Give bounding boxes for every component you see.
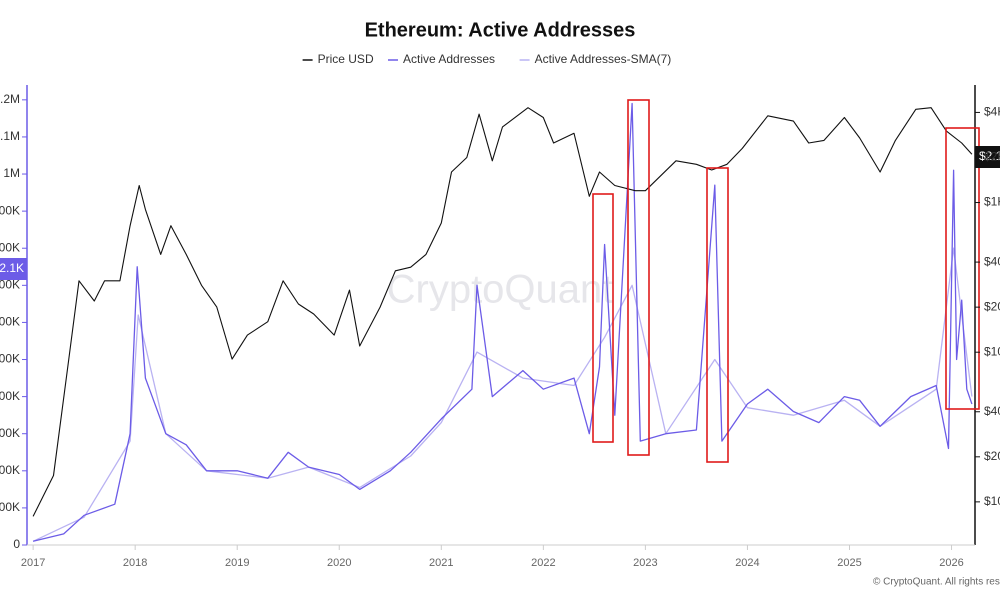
left-marker-box	[0, 258, 27, 280]
y2-tick-label: $200	[984, 299, 1000, 313]
legend-label: Active Addresses	[403, 52, 495, 66]
y-tick-label: 200K	[0, 463, 20, 477]
x-tick-label: 2024	[735, 557, 759, 569]
y-tick-label: 100K	[0, 500, 20, 514]
y2-tick-label: $20	[984, 449, 1000, 463]
x-tick-label: 2022	[531, 557, 555, 569]
right-marker-box	[975, 146, 1000, 168]
x-tick-label: 2023	[633, 557, 657, 569]
y-tick-label: 500K	[0, 352, 20, 366]
left-marker: 2.1K	[0, 261, 24, 275]
highlight-boxes	[592, 99, 980, 463]
chart-title: Ethereum: Active Addresses	[365, 19, 636, 41]
y-tick-label: 0	[13, 537, 20, 551]
x-tick-label: 2025	[837, 557, 861, 569]
y2-tick-label: $2K	[984, 150, 1000, 164]
y2-tick-label: $1K	[984, 195, 1000, 209]
highlight-box	[945, 127, 980, 410]
y2-tick-label: $10	[984, 494, 1000, 508]
x-tick-label: 2021	[429, 557, 453, 569]
footer: © CryptoQuant. All rights reserved.	[873, 577, 1000, 588]
highlight-box	[627, 99, 650, 456]
y2-tick-label: $4K	[984, 105, 1000, 119]
highlight-box	[592, 193, 614, 443]
y-tick-label: 800K	[0, 240, 20, 254]
watermark: CryptoQuant	[387, 268, 614, 312]
y-tick-label: 1M	[3, 166, 20, 180]
series-line	[32, 102, 973, 542]
y-tick-label: 600K	[0, 315, 20, 329]
x-tick-label: 2019	[225, 557, 249, 569]
y2-tick-label: $40	[984, 404, 1000, 418]
y-tick-label: 1.1M	[0, 129, 20, 143]
y-tick-label: 900K	[0, 203, 20, 217]
legend-label: Active Addresses-SMA(7)	[535, 52, 672, 66]
series-line	[32, 107, 973, 517]
y-tick-label: 300K	[0, 426, 20, 440]
series-line	[32, 247, 973, 542]
x-tick-label: 2020	[327, 557, 351, 569]
x-tick-label: 2026	[939, 557, 963, 569]
highlight-box	[706, 167, 729, 463]
y-tick-label: 700K	[0, 277, 20, 291]
x-tick-label: 2018	[123, 557, 147, 569]
y2-tick-label: $400	[984, 254, 1000, 268]
y2-tick-label: $100	[984, 344, 1000, 358]
y-tick-label: 1.2M	[0, 92, 20, 106]
x-tick-label: 2017	[21, 557, 45, 569]
y-tick-label: 400K	[0, 389, 20, 403]
legend-label: Price USD	[318, 52, 374, 66]
right-marker: $2.1	[979, 149, 1000, 163]
